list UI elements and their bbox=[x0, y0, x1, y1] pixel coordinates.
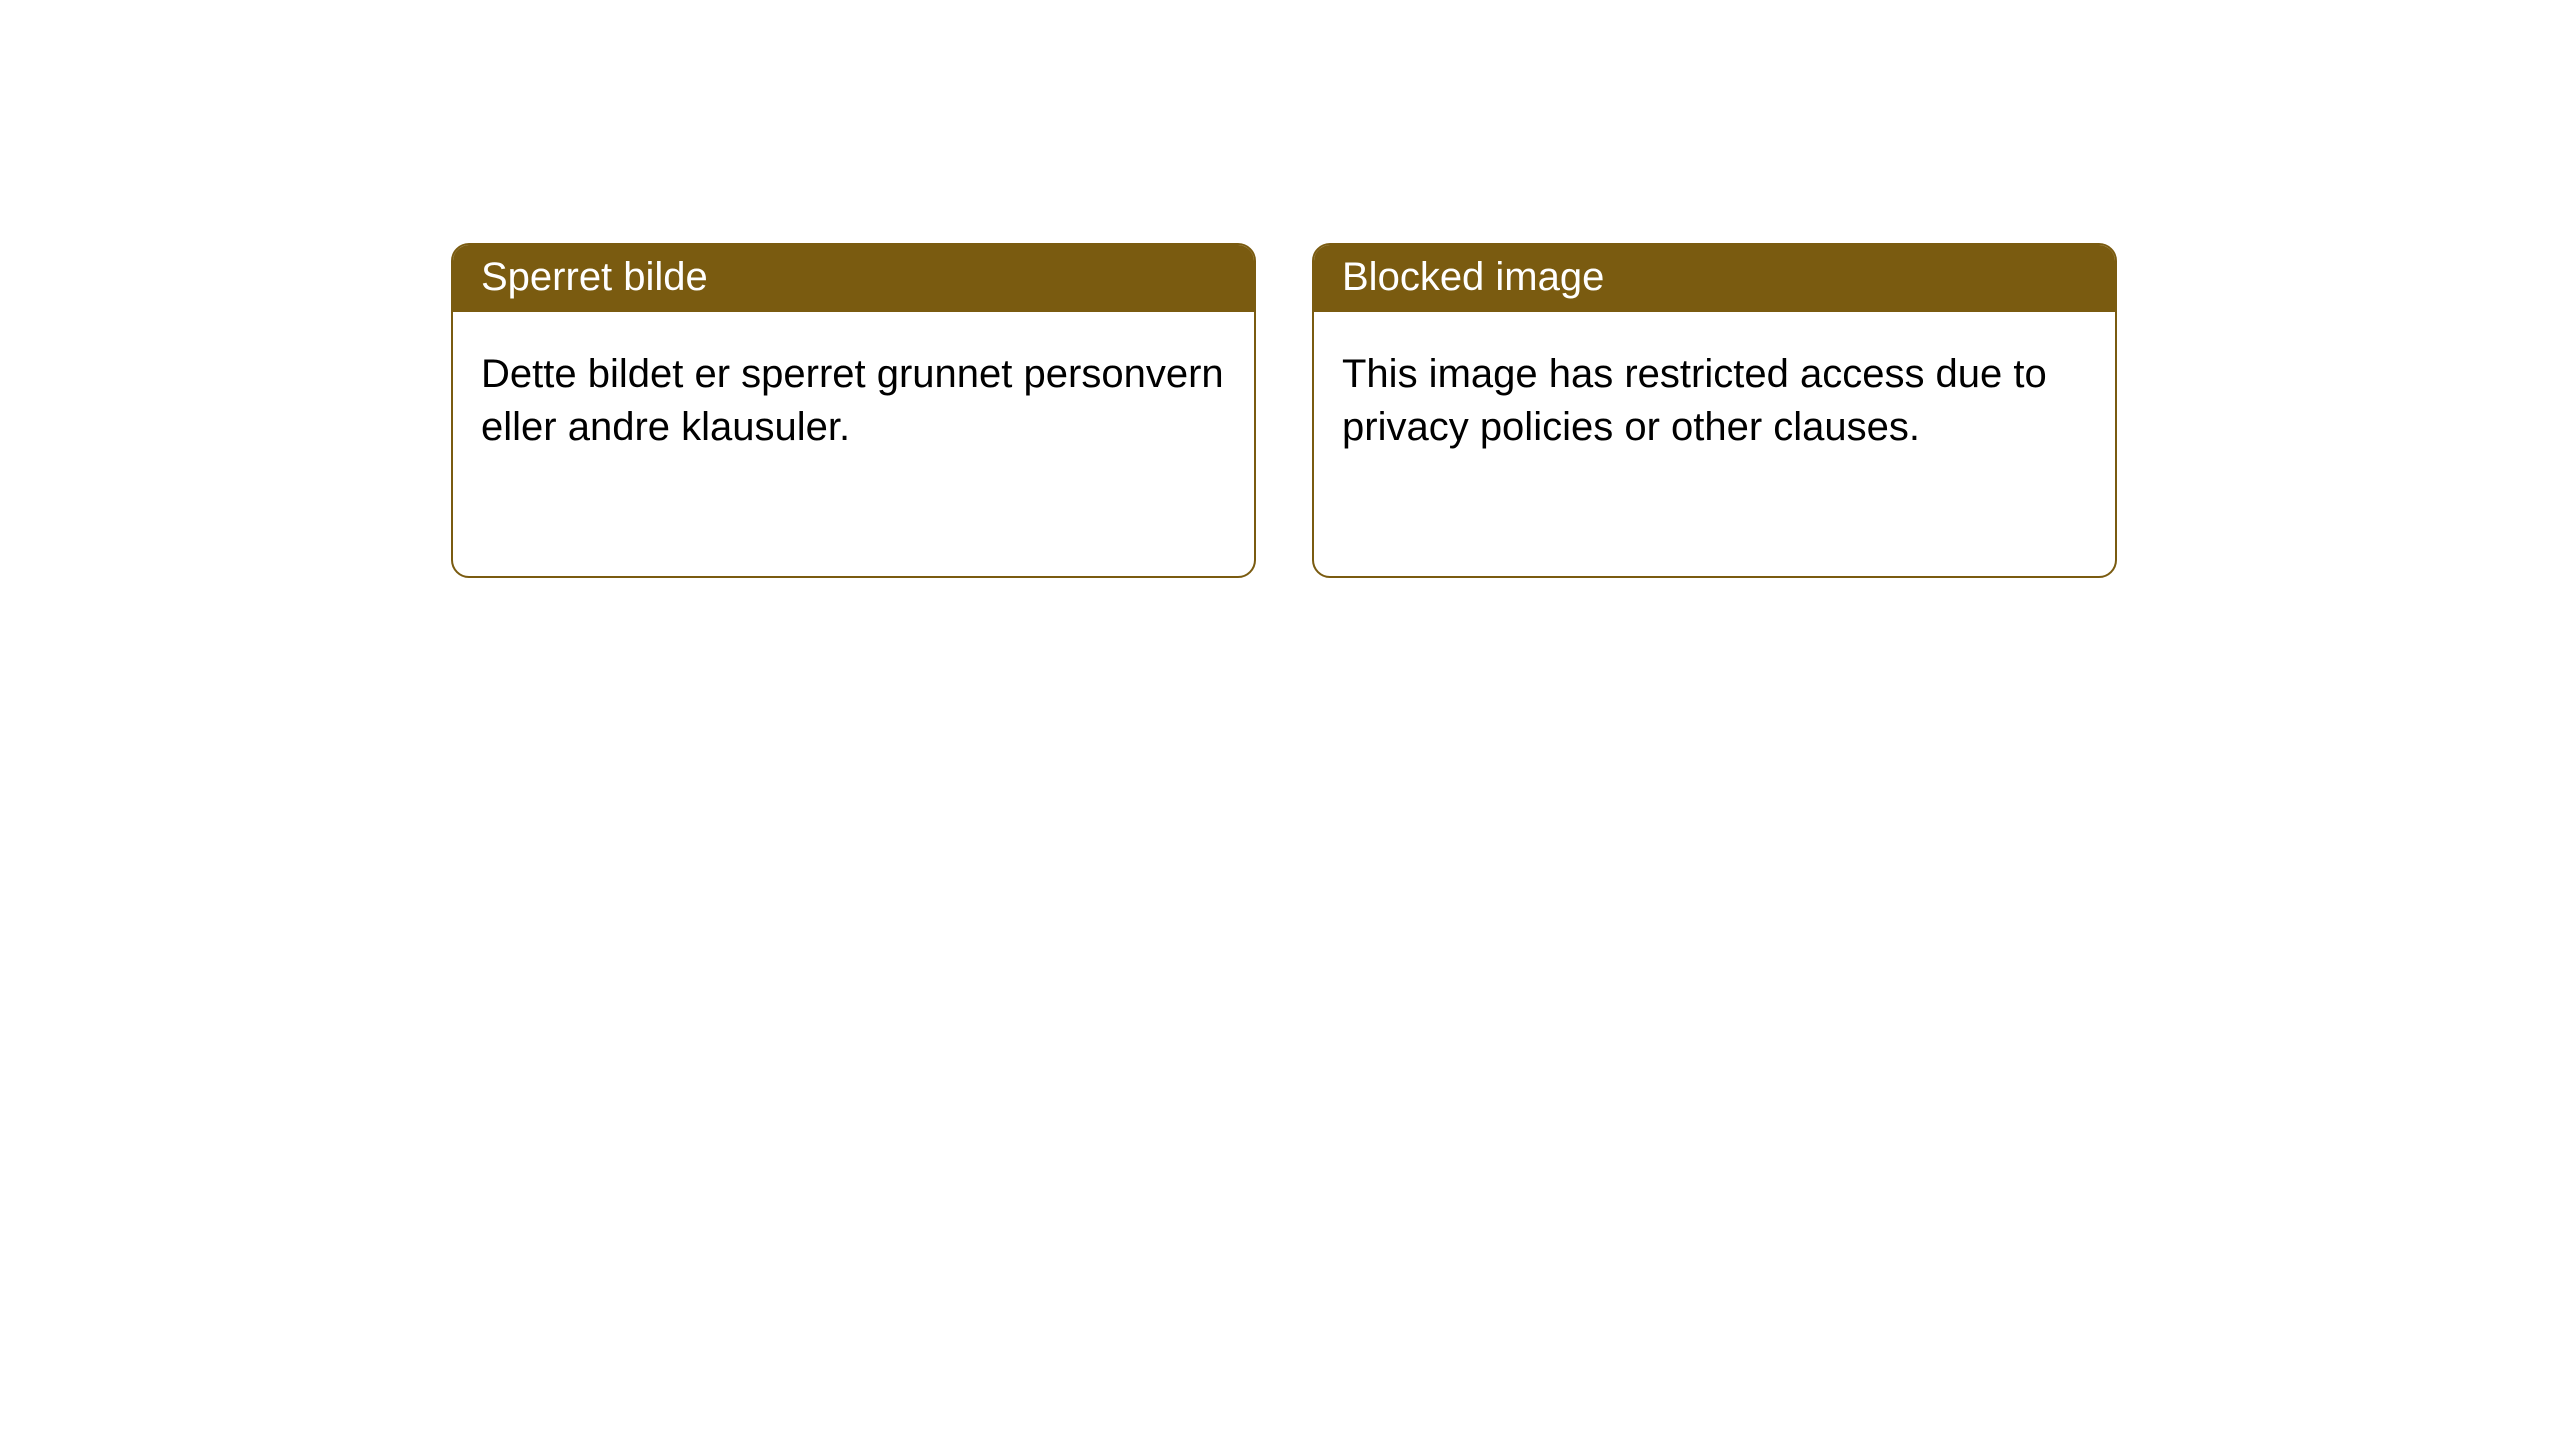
notice-header: Blocked image bbox=[1314, 245, 2115, 312]
notice-title: Sperret bilde bbox=[481, 255, 708, 299]
notice-body: Dette bildet er sperret grunnet personve… bbox=[453, 312, 1254, 490]
notice-title: Blocked image bbox=[1342, 255, 1604, 299]
notice-card-english: Blocked image This image has restricted … bbox=[1312, 243, 2117, 578]
notice-body: This image has restricted access due to … bbox=[1314, 312, 2115, 490]
notice-header: Sperret bilde bbox=[453, 245, 1254, 312]
notice-card-norwegian: Sperret bilde Dette bildet er sperret gr… bbox=[451, 243, 1256, 578]
notice-body-text: This image has restricted access due to … bbox=[1342, 352, 2047, 449]
notice-body-text: Dette bildet er sperret grunnet personve… bbox=[481, 352, 1224, 449]
notice-container: Sperret bilde Dette bildet er sperret gr… bbox=[451, 243, 2117, 578]
